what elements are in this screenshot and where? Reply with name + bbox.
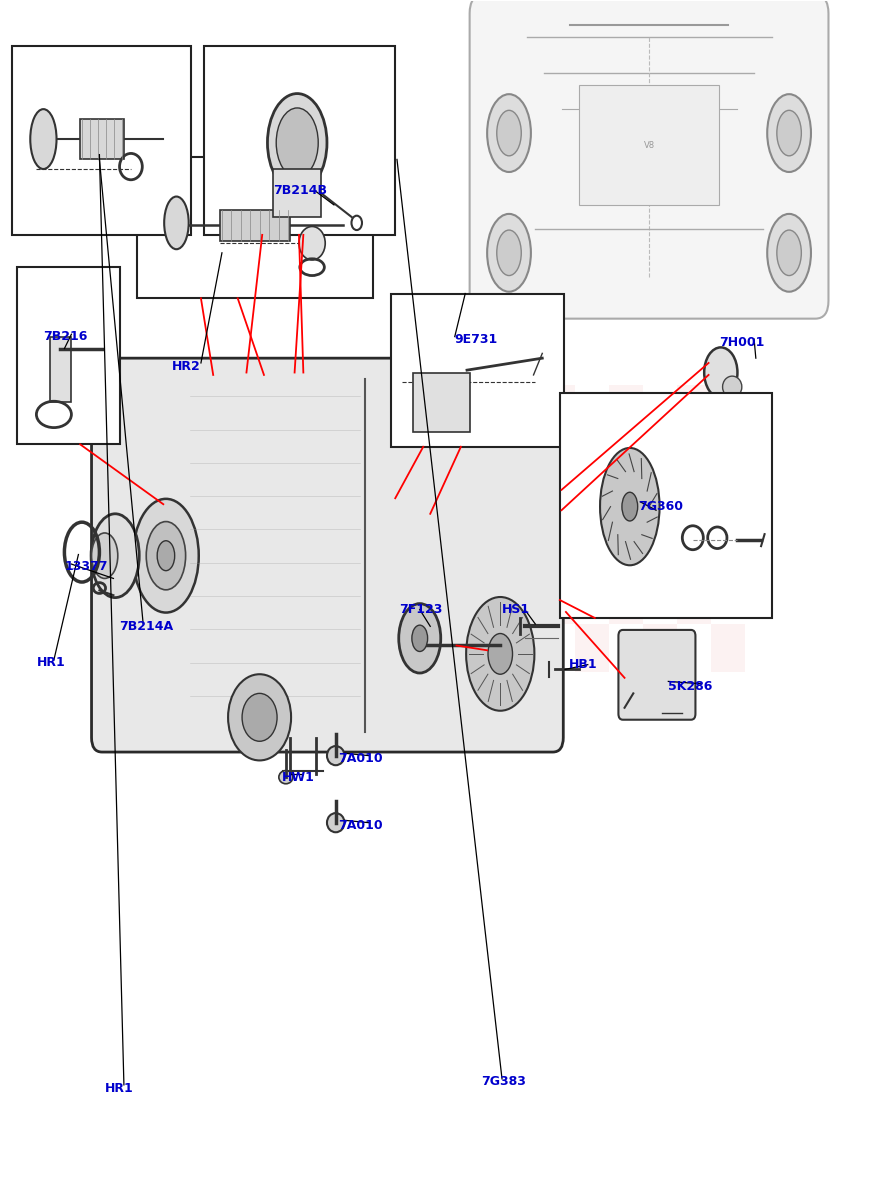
Bar: [473, 480, 507, 528]
Text: HR2: HR2: [172, 360, 201, 373]
Text: 7B214B: 7B214B: [273, 184, 326, 197]
Bar: [473, 576, 507, 624]
Ellipse shape: [621, 492, 637, 521]
Bar: [473, 384, 507, 432]
Text: 7B214A: 7B214A: [119, 620, 174, 632]
Ellipse shape: [488, 634, 512, 674]
Ellipse shape: [164, 197, 189, 250]
Bar: [438, 624, 473, 672]
FancyBboxPatch shape: [617, 630, 695, 720]
Ellipse shape: [276, 108, 317, 178]
Bar: [540, 576, 574, 624]
Bar: [710, 624, 745, 672]
Bar: [220, 210, 290, 241]
Text: HR1: HR1: [104, 1082, 133, 1094]
Bar: [574, 624, 609, 672]
Ellipse shape: [766, 214, 810, 292]
Bar: [12, 46, 191, 235]
Bar: [710, 432, 745, 480]
Bar: [49, 337, 71, 402]
Ellipse shape: [487, 214, 531, 292]
Text: V8: V8: [643, 140, 654, 150]
Ellipse shape: [776, 110, 801, 156]
Ellipse shape: [722, 376, 741, 397]
Bar: [710, 528, 745, 576]
Text: 7A010: 7A010: [338, 818, 382, 832]
Ellipse shape: [326, 814, 344, 833]
Text: 5K286: 5K286: [667, 679, 712, 692]
Ellipse shape: [30, 109, 56, 169]
Bar: [507, 624, 540, 672]
Bar: [540, 384, 574, 432]
Text: HB1: HB1: [568, 658, 596, 671]
Ellipse shape: [776, 230, 801, 276]
Ellipse shape: [496, 230, 521, 276]
Bar: [578, 85, 718, 205]
Ellipse shape: [267, 94, 326, 192]
Bar: [273, 169, 320, 217]
Bar: [676, 480, 710, 528]
Ellipse shape: [242, 694, 277, 742]
Text: scuderia: scuderia: [128, 534, 487, 606]
Text: HW1: HW1: [282, 770, 314, 784]
Bar: [507, 432, 540, 480]
Bar: [412, 372, 469, 432]
Ellipse shape: [703, 347, 737, 397]
Bar: [540, 480, 574, 528]
Text: 7H001: 7H001: [718, 336, 764, 349]
FancyBboxPatch shape: [91, 358, 563, 752]
Ellipse shape: [279, 770, 293, 784]
Ellipse shape: [496, 110, 521, 156]
Ellipse shape: [487, 94, 531, 172]
Bar: [574, 528, 609, 576]
Bar: [507, 528, 540, 576]
Bar: [676, 576, 710, 624]
Bar: [18, 268, 120, 444]
Bar: [137, 157, 373, 299]
Bar: [80, 119, 124, 160]
Bar: [609, 384, 643, 432]
Ellipse shape: [411, 625, 427, 652]
Text: 7B216: 7B216: [43, 330, 88, 343]
Ellipse shape: [228, 674, 291, 761]
Ellipse shape: [91, 514, 139, 598]
Bar: [609, 480, 643, 528]
Ellipse shape: [466, 598, 534, 710]
Bar: [643, 528, 676, 576]
Text: HR1: HR1: [36, 655, 65, 668]
Bar: [574, 432, 609, 480]
Text: 7A010: 7A010: [338, 751, 382, 764]
Bar: [676, 384, 710, 432]
Text: 9E731: 9E731: [454, 332, 497, 346]
Text: c a r   p a r t s: c a r p a r t s: [295, 630, 512, 661]
Ellipse shape: [157, 541, 175, 571]
Ellipse shape: [326, 746, 344, 766]
Bar: [560, 392, 771, 618]
Ellipse shape: [299, 227, 324, 260]
Bar: [438, 528, 473, 576]
Ellipse shape: [599, 448, 659, 565]
Ellipse shape: [766, 94, 810, 172]
FancyBboxPatch shape: [469, 0, 828, 319]
Text: 7G360: 7G360: [638, 500, 683, 514]
Bar: [609, 576, 643, 624]
Text: HS1: HS1: [502, 604, 530, 616]
Bar: [643, 432, 676, 480]
Text: 7F123: 7F123: [399, 604, 443, 616]
Text: 7G383: 7G383: [481, 1075, 525, 1087]
Bar: [204, 46, 395, 235]
Ellipse shape: [398, 604, 440, 673]
Bar: [643, 624, 676, 672]
Ellipse shape: [146, 522, 185, 590]
Text: 13377: 13377: [64, 560, 108, 572]
Bar: [390, 294, 564, 446]
Bar: [438, 432, 473, 480]
Ellipse shape: [133, 499, 198, 612]
Ellipse shape: [91, 533, 118, 578]
